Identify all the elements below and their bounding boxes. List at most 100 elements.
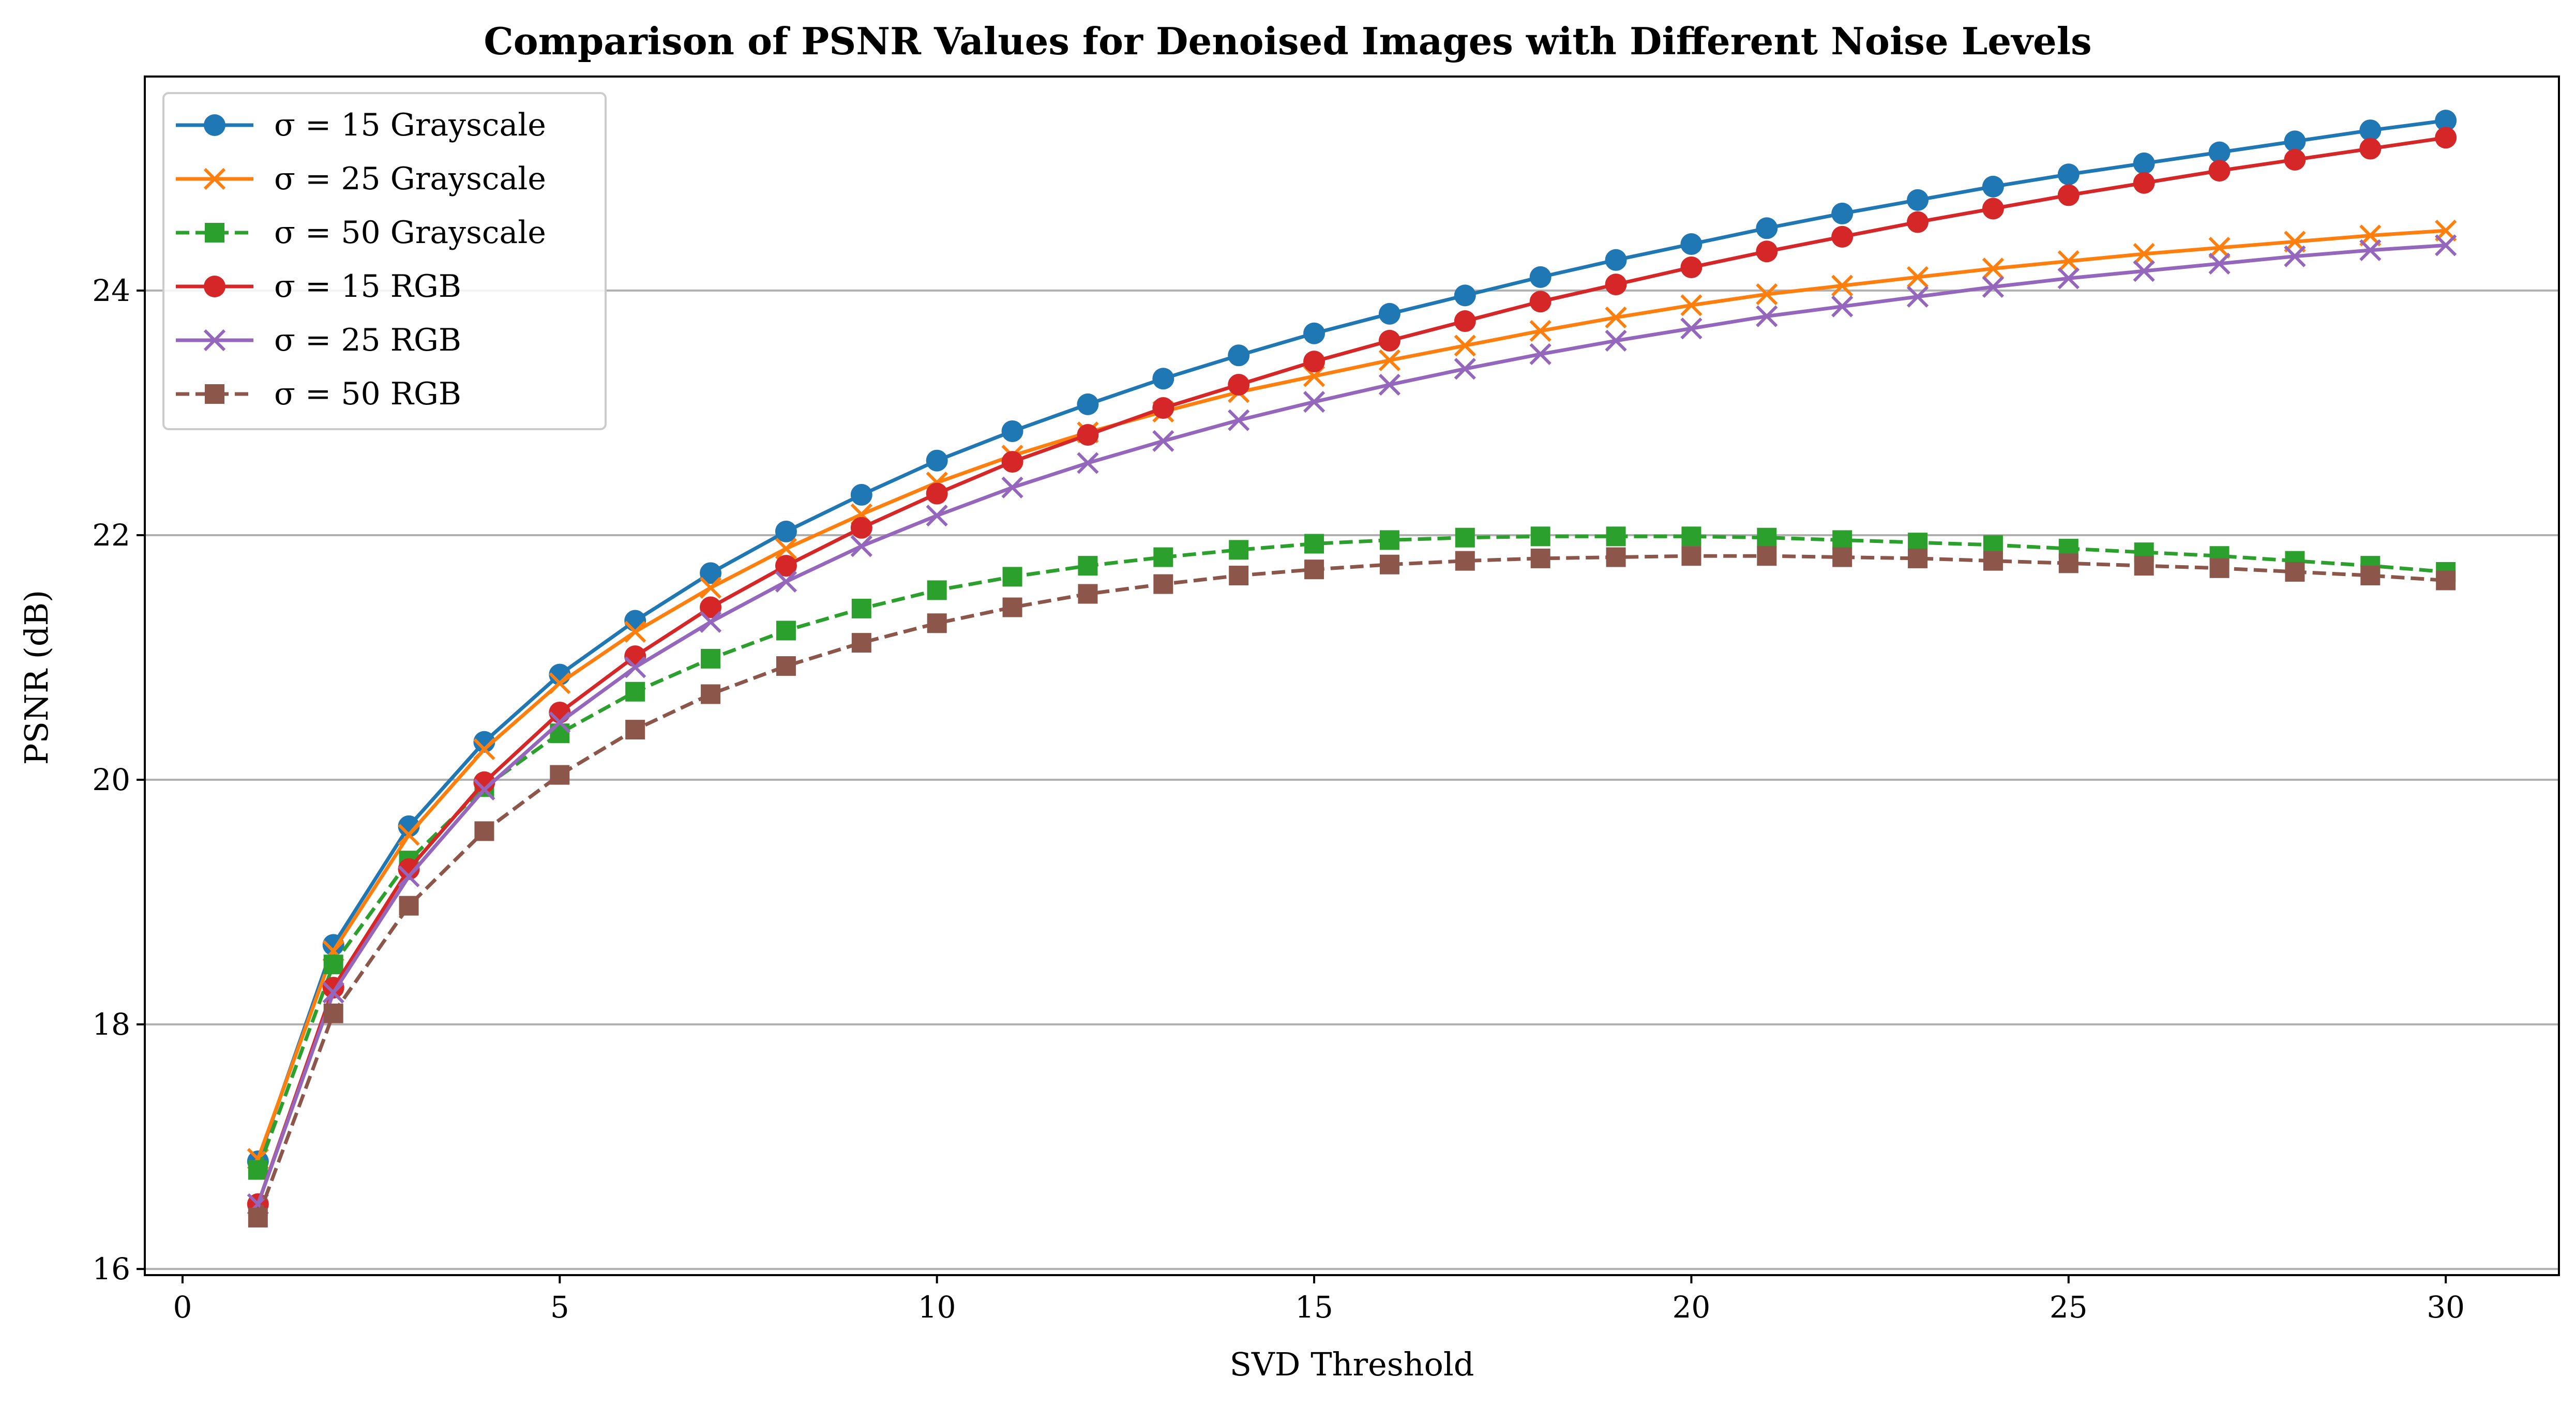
data-point — [1001, 451, 1023, 473]
legend-label: σ = 25 RGB — [274, 322, 461, 358]
plot-frame — [144, 75, 2560, 1276]
data-point — [1907, 211, 1929, 233]
data-point — [1606, 526, 1626, 547]
series-6 — [248, 546, 2456, 1228]
data-point — [1378, 349, 1401, 371]
data-point — [851, 633, 871, 653]
data-point — [699, 577, 722, 599]
data-point — [1001, 420, 1023, 442]
data-point — [2360, 566, 2381, 586]
data-point — [323, 1003, 343, 1023]
legend-entry-1: σ = 15 Grayscale — [176, 107, 546, 143]
series-4 — [247, 127, 2457, 1215]
data-point — [850, 535, 872, 557]
data-point — [2285, 562, 2305, 582]
data-point — [1756, 283, 1778, 306]
data-point — [699, 611, 722, 633]
data-point — [1379, 530, 1399, 550]
data-point — [1378, 329, 1400, 352]
data-point — [851, 598, 871, 618]
legend-entry-5: σ = 25 RGB — [176, 322, 461, 358]
data-point — [1982, 198, 2004, 220]
data-point — [1906, 285, 1929, 308]
data-point — [2057, 163, 2080, 186]
data-point — [776, 620, 796, 641]
series-line — [256, 229, 2446, 1160]
x-tick-label: 10 — [918, 1290, 956, 1325]
data-point — [926, 449, 948, 472]
y-axis-ticks: 16 18 20 22 24 — [92, 273, 145, 1286]
legend-label: σ = 15 RGB — [274, 268, 461, 305]
data-point — [2284, 130, 2306, 153]
data-point — [1680, 317, 1703, 340]
data-point — [701, 684, 721, 704]
data-point — [1229, 566, 1249, 586]
series-line — [256, 534, 2446, 1171]
data-point — [624, 656, 646, 678]
data-point — [2133, 243, 2155, 265]
data-point — [2435, 127, 2457, 149]
series-group — [247, 110, 2457, 1228]
x-tick-label: 15 — [1295, 1290, 1333, 1325]
data-point — [775, 537, 797, 560]
data-point — [1529, 343, 1551, 366]
data-point — [1228, 374, 1250, 396]
series-5 — [247, 234, 2457, 1215]
data-point — [1982, 175, 2004, 198]
data-point — [1605, 306, 1627, 329]
data-point — [1832, 530, 1852, 550]
data-point — [1078, 584, 1098, 604]
series-line — [256, 243, 2446, 1205]
data-point — [1303, 322, 1325, 344]
data-point — [1681, 526, 1701, 547]
data-point — [1529, 291, 1551, 313]
y-tick-label: 24 — [92, 273, 130, 308]
data-point — [2359, 239, 2382, 261]
x-tick-label: 20 — [1673, 1290, 1711, 1325]
x-tick-label: 0 — [173, 1290, 192, 1325]
x-axis-label: SVD Threshold — [1230, 1345, 1474, 1383]
data-point — [775, 555, 797, 577]
data-point — [2284, 148, 2306, 171]
x-axis-ticks: 0 5 10 15 20 25 30 — [173, 1275, 2465, 1325]
data-point — [1303, 391, 1325, 413]
data-point — [1077, 393, 1099, 415]
data-point — [1680, 294, 1703, 316]
data-point — [474, 821, 494, 841]
data-point — [1606, 547, 1626, 567]
data-point — [549, 711, 571, 734]
data-point — [1756, 240, 1778, 263]
data-point — [625, 720, 645, 740]
data-point — [1680, 233, 1703, 255]
data-point — [1228, 409, 1250, 431]
series-3 — [248, 526, 2456, 1180]
data-point — [1303, 351, 1325, 373]
data-point — [1831, 295, 1854, 317]
data-point — [1605, 274, 1627, 296]
data-point — [473, 771, 495, 793]
y-tick-label: 22 — [92, 518, 130, 553]
legend-label: σ = 15 Grayscale — [274, 107, 546, 143]
data-point — [700, 562, 722, 584]
y-axis-label: PSNR (dB) — [18, 590, 55, 765]
data-point — [1152, 368, 1174, 390]
data-point — [2208, 237, 2231, 259]
data-point — [1228, 344, 1250, 367]
data-point — [399, 896, 419, 916]
data-point — [1002, 567, 1022, 587]
data-point — [1983, 551, 2003, 571]
data-point — [248, 1160, 268, 1180]
data-point — [927, 580, 947, 600]
legend-marker — [204, 114, 225, 136]
data-point — [1002, 597, 1022, 617]
data-point — [473, 731, 495, 753]
y-tick-label: 20 — [92, 762, 130, 797]
data-point — [398, 865, 420, 888]
data-point — [398, 858, 420, 880]
data-point — [2435, 110, 2457, 132]
data-point — [248, 1207, 268, 1228]
data-point — [1378, 373, 1401, 396]
data-point — [1605, 249, 1627, 271]
data-point — [926, 505, 948, 527]
data-point — [550, 765, 570, 785]
